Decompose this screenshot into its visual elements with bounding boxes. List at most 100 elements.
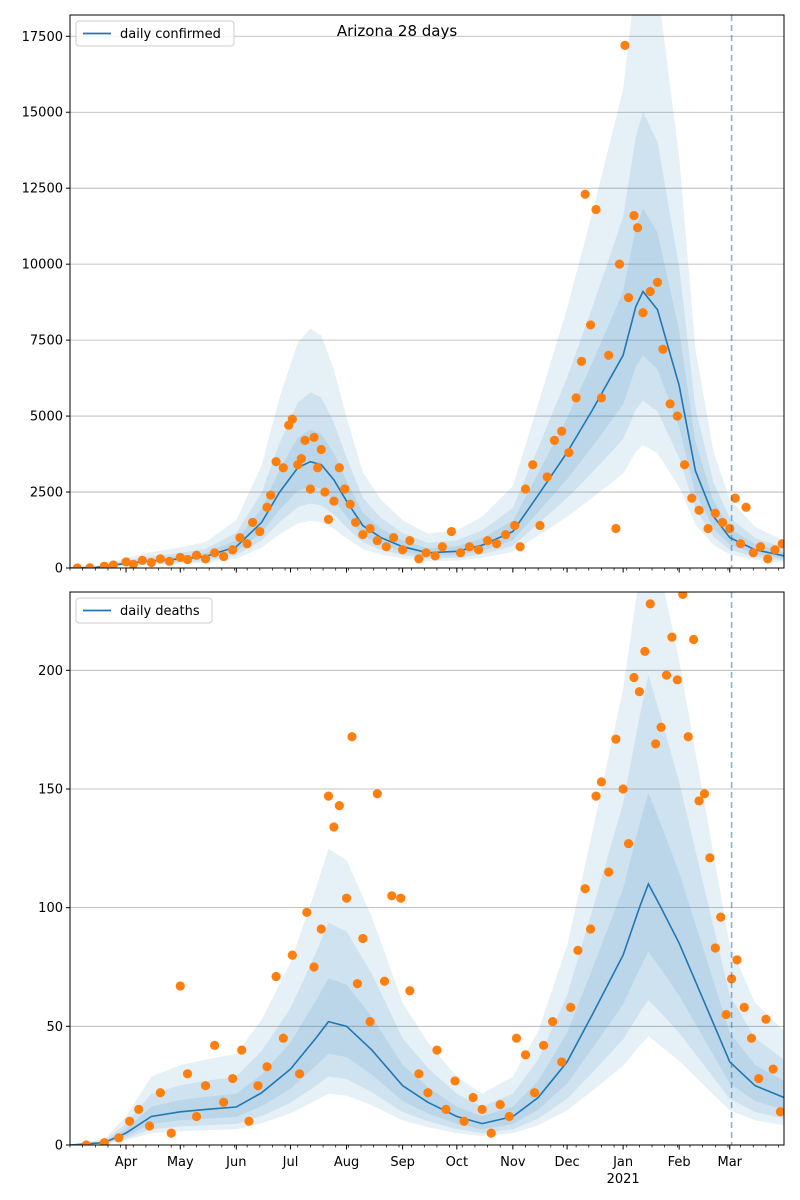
confidence-band-1 — [70, 675, 784, 1145]
data-point — [761, 1014, 771, 1024]
data-point — [614, 259, 625, 269]
data-point — [638, 308, 648, 318]
data-point — [739, 1002, 749, 1012]
data-point — [703, 523, 713, 534]
data-point — [329, 822, 339, 832]
data-point — [694, 505, 704, 515]
data-point — [618, 784, 628, 794]
data-point — [334, 463, 344, 473]
data-point — [755, 542, 766, 552]
data-point — [455, 548, 466, 558]
data-point — [352, 979, 363, 989]
data-point — [450, 1076, 460, 1086]
x-tick-label: May — [167, 1155, 194, 1170]
y-tick-label: 150 — [38, 782, 63, 797]
y-tick-label: 200 — [38, 664, 63, 679]
legend-label: daily deaths — [120, 604, 200, 619]
data-point — [573, 945, 583, 955]
data-point — [128, 559, 138, 568]
data-point — [542, 472, 552, 482]
data-point — [210, 548, 220, 558]
data-point — [320, 487, 330, 497]
data-point — [387, 891, 397, 901]
data-point — [437, 542, 447, 552]
y-tick-label: 12500 — [22, 182, 63, 197]
data-point — [99, 1138, 109, 1145]
data-point — [591, 791, 601, 801]
data-point — [629, 210, 639, 221]
data-point — [219, 1097, 229, 1107]
data-point — [667, 632, 677, 642]
data-point — [228, 1073, 238, 1084]
data-point — [585, 924, 596, 934]
data-point — [81, 1140, 91, 1145]
y-tick-label: 100 — [38, 901, 63, 916]
data-point — [287, 950, 297, 960]
data-point — [381, 542, 391, 552]
data-point — [446, 526, 457, 537]
y-tick-label: 17500 — [22, 30, 63, 45]
data-point — [604, 350, 614, 360]
data-point — [748, 548, 758, 558]
data-point — [351, 517, 361, 528]
y-tick-label: 10000 — [22, 258, 63, 273]
data-point — [591, 204, 601, 215]
data-point — [672, 675, 682, 685]
data-point — [661, 670, 672, 680]
data-point — [689, 634, 699, 645]
data-point — [155, 554, 165, 564]
data-point — [459, 1116, 469, 1126]
data-point — [296, 454, 306, 464]
data-point — [108, 560, 118, 568]
chart-title: Arizona 28 days — [337, 22, 458, 40]
plot-area — [70, 15, 784, 568]
data-point — [694, 796, 704, 806]
legend-box — [75, 20, 235, 47]
data-point — [72, 563, 82, 568]
series-line — [70, 289, 784, 568]
data-point — [85, 563, 95, 568]
data-point — [620, 40, 630, 50]
data-point — [379, 976, 390, 986]
data-point — [414, 554, 424, 564]
data-point — [329, 496, 339, 506]
data-point — [200, 1081, 211, 1091]
data-point — [705, 853, 715, 863]
x-tick-label: Feb — [668, 1155, 691, 1170]
data-point — [576, 356, 587, 366]
data-point — [432, 1045, 442, 1055]
x-tick-label: Jan — [612, 1155, 633, 1170]
data-point — [730, 493, 740, 503]
data-point — [571, 393, 581, 403]
data-point — [175, 552, 185, 562]
data-point — [242, 539, 252, 549]
data-point — [741, 502, 751, 512]
data-point — [721, 1009, 731, 1020]
data-point — [365, 1016, 375, 1027]
data-point — [726, 974, 737, 984]
data-point — [491, 539, 502, 549]
data-point — [405, 536, 415, 546]
data-point — [777, 539, 784, 549]
plot-area — [70, 592, 784, 1145]
data-point — [535, 520, 545, 531]
confidence-band-0 — [70, 592, 784, 1145]
data-point — [237, 1045, 247, 1055]
data-point — [482, 536, 493, 546]
data-point — [511, 1033, 522, 1043]
data-point — [656, 722, 666, 732]
data-point — [652, 277, 663, 287]
data-point — [510, 520, 520, 531]
data-point — [164, 556, 175, 566]
data-point — [278, 1033, 288, 1043]
x-tick-label: Mar — [718, 1155, 743, 1170]
x-tick-label: Oct — [446, 1155, 468, 1170]
legend-label: daily confirmed — [120, 27, 221, 42]
legend: daily confirmed — [75, 20, 235, 47]
data-point — [302, 907, 312, 918]
data-point — [634, 687, 644, 697]
data-point — [528, 460, 538, 470]
y-tick-label: 50 — [46, 1020, 63, 1035]
data-point — [255, 526, 265, 537]
data-point — [585, 320, 596, 330]
